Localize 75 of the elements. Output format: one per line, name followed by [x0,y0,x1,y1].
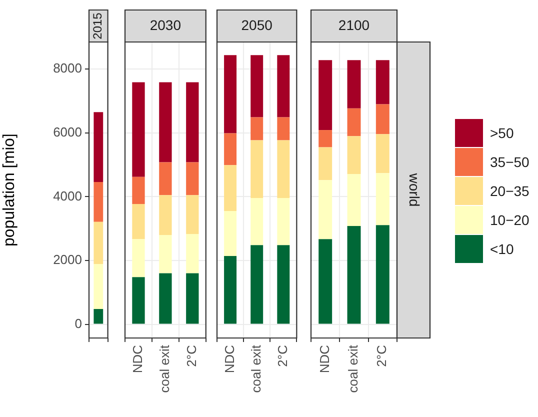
bar [318,60,332,130]
y-tick-label: 4000 [53,188,82,204]
x-tick-label: NDC [130,345,146,374]
bar [250,198,264,246]
bar [159,195,172,235]
x-tick-label: 2°C [274,345,290,367]
x-tick-label: 2°C [184,345,199,367]
bar [347,136,361,174]
bar [347,174,361,226]
bar [318,180,332,240]
bar [186,234,199,274]
bar [277,140,290,198]
bar [224,165,237,212]
bar [132,82,145,177]
y-tick-label: 0 [74,316,82,331]
x-tick-label: NDC [222,345,237,374]
bar [94,222,104,264]
bar [318,147,332,180]
bar [159,273,172,324]
x-tick-label: coal exit [346,344,361,393]
bar [224,211,237,256]
legend-label: >50 [490,124,514,140]
bar [277,198,290,246]
bar [376,60,390,104]
x-tick-label: 2°C [374,345,390,367]
bar [376,134,390,174]
bar [224,256,237,324]
bar [347,226,361,324]
bar [159,162,172,196]
x-tick-label: coal exit [248,344,264,393]
bar [132,204,145,240]
bar [277,55,290,118]
bar [94,182,104,222]
bar [250,140,264,198]
bar [250,117,264,140]
bar [347,60,361,108]
bar [318,239,332,324]
bar [186,162,199,196]
bar [277,245,290,324]
bar [376,225,390,324]
bar [94,264,104,309]
y-tick-label: 2000 [53,252,82,268]
y-tick-label: 6000 [53,124,82,140]
chart-title: 2050 [241,16,273,33]
bar [94,112,104,182]
chart-title: 2100 [338,16,370,33]
bar [132,176,145,204]
bar [250,245,264,324]
bar [277,117,290,140]
y-axis-title: population [mio] [1,134,18,246]
bar [186,273,199,324]
x-tick-label: NDC [316,345,332,374]
bar [224,133,237,166]
text: world [406,172,423,207]
bar [224,55,237,134]
chart-title: 2015 [90,12,105,40]
bar [186,195,199,234]
bar [347,108,361,136]
legend-label: 35−50 [490,154,530,170]
bar [376,173,390,226]
bar [159,82,172,162]
legend-label: <10 [490,240,514,256]
bar [318,130,332,148]
bar [94,308,104,324]
y-tick-label: 8000 [53,60,82,76]
bar [132,239,145,278]
bar [376,104,390,134]
bar [132,277,145,324]
chart-title: 2030 [150,16,182,33]
bar [250,55,264,118]
legend-label: 20−35 [490,182,530,198]
bar [186,82,199,162]
x-tick-label: coal exit [157,344,172,393]
bar [159,234,172,274]
legend-label: 10−20 [490,212,530,228]
